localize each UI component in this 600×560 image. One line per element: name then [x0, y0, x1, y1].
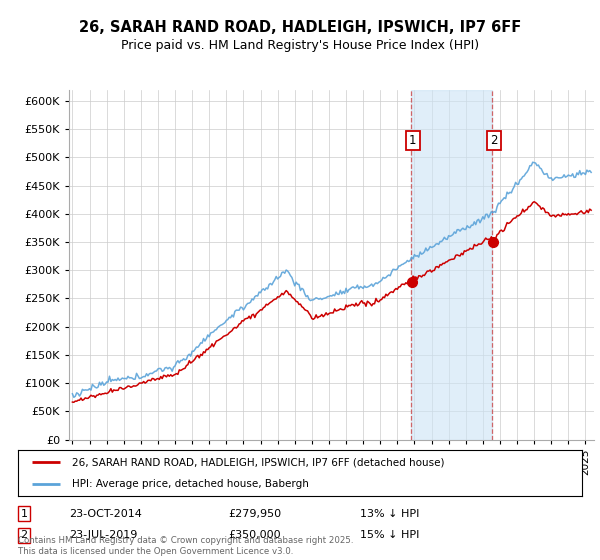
- Text: 23-OCT-2014: 23-OCT-2014: [69, 508, 142, 519]
- Text: 13% ↓ HPI: 13% ↓ HPI: [360, 508, 419, 519]
- Bar: [411, 90, 492, 440]
- Text: 15% ↓ HPI: 15% ↓ HPI: [360, 530, 419, 540]
- Text: HPI: Average price, detached house, Babergh: HPI: Average price, detached house, Babe…: [71, 479, 308, 489]
- Text: 1: 1: [20, 508, 28, 519]
- Text: 23-JUL-2019: 23-JUL-2019: [69, 530, 137, 540]
- Text: Contains HM Land Registry data © Crown copyright and database right 2025.
This d: Contains HM Land Registry data © Crown c…: [18, 536, 353, 556]
- Text: 2: 2: [20, 530, 28, 540]
- Text: 1: 1: [409, 134, 416, 147]
- Text: 26, SARAH RAND ROAD, HADLEIGH, IPSWICH, IP7 6FF: 26, SARAH RAND ROAD, HADLEIGH, IPSWICH, …: [79, 20, 521, 35]
- Text: £279,950: £279,950: [228, 508, 281, 519]
- Text: 2: 2: [490, 134, 498, 147]
- Text: £350,000: £350,000: [228, 530, 281, 540]
- Text: Price paid vs. HM Land Registry's House Price Index (HPI): Price paid vs. HM Land Registry's House …: [121, 39, 479, 52]
- Text: 26, SARAH RAND ROAD, HADLEIGH, IPSWICH, IP7 6FF (detached house): 26, SARAH RAND ROAD, HADLEIGH, IPSWICH, …: [71, 457, 444, 467]
